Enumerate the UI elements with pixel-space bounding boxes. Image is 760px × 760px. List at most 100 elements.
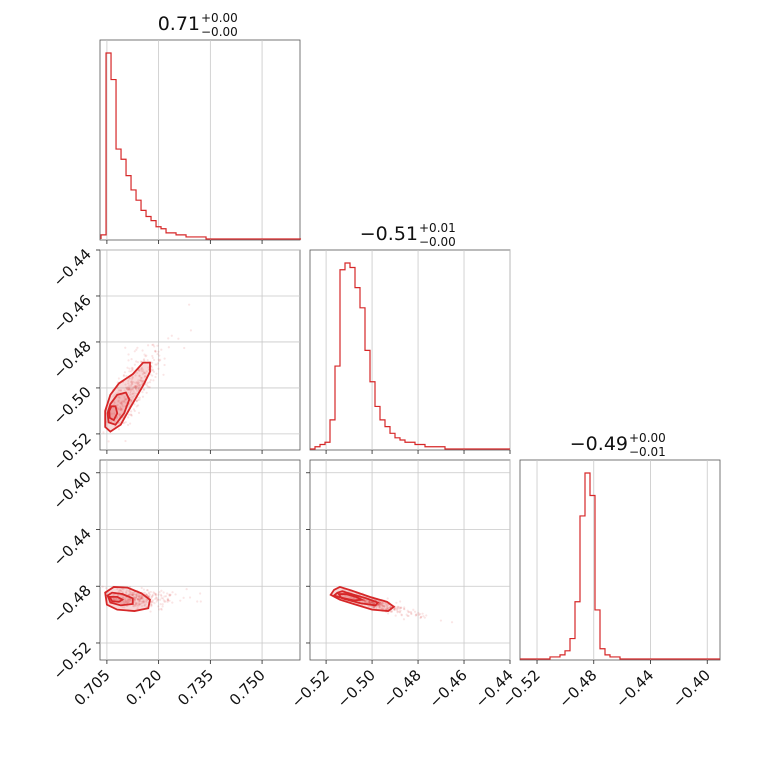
scatter-point [378, 603, 381, 607]
scatter-point [130, 379, 133, 383]
scatter-point [410, 612, 413, 616]
scatter-point [127, 416, 130, 419]
scatter-point [133, 596, 136, 599]
scatter-point [152, 591, 155, 594]
scatter-point [199, 600, 202, 603]
scatter-point [123, 401, 126, 404]
scatter-point [131, 375, 134, 379]
y-tick-label: −0.48 [50, 581, 95, 626]
scatter-point [132, 605, 135, 608]
scatter-point [138, 384, 141, 387]
scatter-point [166, 599, 170, 602]
scatter-point [450, 621, 454, 624]
corner-plot-panels [96, 39, 721, 664]
title-param-0-value: 0.71 [158, 13, 200, 35]
scatter-point [188, 596, 192, 599]
scatter-point [389, 605, 392, 609]
scatter-point [139, 597, 142, 601]
scatter-point [382, 601, 385, 604]
scatter-point [128, 592, 131, 595]
scatter-point [134, 386, 137, 389]
scatter-point [135, 593, 138, 596]
scatter-point [394, 614, 397, 617]
scatter-point [381, 604, 384, 607]
scatter-point [372, 602, 375, 605]
scatter-point [135, 385, 138, 388]
scatter-point [130, 399, 133, 403]
scatter-point [377, 602, 380, 606]
scatter-point [135, 594, 139, 597]
scatter-point [154, 593, 157, 597]
scatter-point [367, 605, 371, 608]
panel-1-1 [309, 249, 511, 454]
scatter-point [161, 605, 164, 608]
scatter-point [140, 596, 143, 600]
scatter-point [370, 602, 373, 605]
panel-frame [99, 39, 301, 241]
scatter-point [124, 439, 127, 443]
scatter-point [132, 593, 136, 596]
scatter-point [132, 386, 135, 389]
scatter-point [112, 598, 115, 601]
scatter-point [142, 598, 145, 601]
scatter-point [157, 367, 160, 370]
scatter-point [370, 601, 373, 604]
scatter-point [119, 389, 123, 392]
scatter-point [136, 404, 140, 407]
scatter-point [143, 358, 146, 361]
scatter-point [137, 383, 140, 386]
scatter-point [114, 598, 117, 601]
scatter-point [188, 303, 191, 306]
scatter-point [133, 394, 136, 397]
scatter-point [129, 392, 132, 395]
scatter-point [145, 593, 148, 596]
scatter-point [378, 601, 382, 604]
scatter-point [144, 603, 147, 606]
scatter-point [128, 377, 132, 380]
scatter-point [112, 597, 116, 601]
scatter-point [131, 591, 134, 594]
scatter-point [151, 594, 154, 597]
scatter-point [131, 376, 134, 379]
scatter-point [383, 605, 386, 608]
scatter-point [119, 389, 123, 392]
scatter-point [159, 593, 163, 596]
scatter-point [128, 370, 131, 373]
scatter-point [130, 399, 133, 402]
scatter-point [135, 592, 138, 596]
scatter-point [138, 603, 141, 606]
scatter-point [140, 597, 143, 600]
panel-2-2 [519, 459, 721, 664]
scatter-point [381, 607, 384, 610]
title-param-2-value: −0.49 [570, 433, 628, 455]
scatter-point [143, 600, 146, 603]
scatter-point [124, 591, 128, 594]
scatter-point [142, 370, 145, 373]
scatter-point [152, 358, 156, 362]
scatter-point [126, 391, 130, 394]
scatter-point [120, 402, 123, 405]
scatter-point [133, 392, 136, 395]
scatter-point [127, 388, 130, 391]
scatter-point [129, 598, 132, 601]
scatter-point [138, 594, 141, 597]
scatter-point [126, 388, 129, 391]
scatter-point [381, 604, 384, 608]
scatter-point [130, 358, 133, 361]
scatter-point [116, 403, 119, 407]
scatter-point [161, 597, 165, 600]
y-tick-label: −0.46 [50, 291, 95, 336]
scatter-point [382, 604, 385, 608]
scatter-point [138, 386, 141, 389]
scatter-point [367, 600, 371, 603]
scatter-point [396, 611, 399, 614]
scatter-point [135, 595, 138, 598]
scatter-point [113, 401, 116, 405]
scatter-point [415, 613, 418, 616]
scatter-point [123, 395, 126, 399]
scatter-point [125, 374, 128, 378]
scatter-point [164, 600, 167, 603]
scatter-point [410, 612, 413, 615]
scatter-point [137, 387, 140, 391]
scatter-point [131, 382, 134, 385]
